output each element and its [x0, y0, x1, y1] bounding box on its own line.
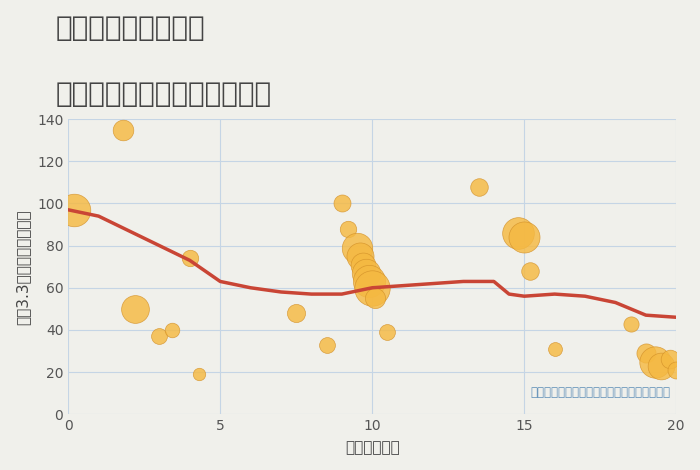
Point [354, 252, 365, 260]
Point [290, 309, 302, 317]
Point [69, 206, 80, 213]
Point [193, 370, 204, 378]
Point [664, 356, 676, 363]
Point [351, 244, 363, 251]
Point [671, 366, 682, 374]
Point [184, 255, 195, 262]
Point [166, 326, 177, 334]
Point [370, 295, 381, 302]
Point [336, 200, 347, 207]
Point [321, 341, 332, 348]
Point [640, 349, 652, 357]
Point [154, 332, 165, 340]
Text: 岐阜県関市西田原の: 岐阜県関市西田原の [56, 14, 206, 42]
Point [363, 278, 374, 285]
Point [130, 305, 141, 313]
Text: 円の大きさは、取引のあった物件面積を示す: 円の大きさは、取引のあった物件面積を示す [530, 386, 670, 400]
Point [358, 261, 369, 268]
Point [342, 225, 354, 233]
Y-axis label: 坪（3.3㎡）単価（万円）: 坪（3.3㎡）単価（万円） [15, 209, 30, 324]
Point [519, 234, 530, 241]
Point [367, 284, 378, 291]
Point [382, 328, 393, 336]
Point [360, 269, 372, 277]
Point [525, 267, 536, 274]
X-axis label: 駅距離（分）: 駅距離（分） [345, 440, 400, 455]
Point [655, 362, 666, 369]
Point [473, 183, 484, 190]
Point [118, 126, 129, 133]
Point [549, 345, 560, 352]
Text: 駅距離別中古マンション価格: 駅距離別中古マンション価格 [56, 80, 272, 108]
Point [650, 358, 661, 365]
Point [512, 229, 524, 237]
Point [625, 320, 636, 327]
